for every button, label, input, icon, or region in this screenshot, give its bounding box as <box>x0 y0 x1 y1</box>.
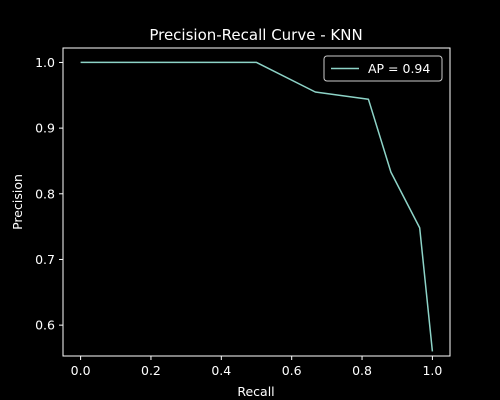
x-axis-ticks: 0.0 0.2 0.4 0.6 0.8 1.0 <box>71 356 442 378</box>
legend-label: AP = 0.94 <box>368 61 430 76</box>
x-tick-label: 0.2 <box>141 363 161 378</box>
pr-curve-line <box>80 61 434 352</box>
chart-title: Precision-Recall Curve - KNN <box>149 26 362 44</box>
y-axis-ticks: 0.6 0.7 0.8 0.9 1.0 <box>35 55 63 333</box>
legend: AP = 0.94 <box>323 55 443 82</box>
x-tick-label: 0.4 <box>211 363 231 378</box>
y-tick-label: 0.8 <box>35 186 55 201</box>
x-tick-label: 0.8 <box>352 363 372 378</box>
x-tick-label: 0.6 <box>282 363 302 378</box>
y-tick-label: 0.6 <box>35 318 55 333</box>
axes-frame <box>62 47 451 357</box>
y-tick-label: 1.0 <box>35 55 55 70</box>
y-tick-label: 0.7 <box>35 252 55 267</box>
y-tick-label: 0.9 <box>35 121 55 136</box>
x-axis-label: Recall <box>237 384 274 399</box>
plot-area <box>80 61 434 352</box>
legend-box <box>323 55 443 82</box>
y-axis-label: Precision <box>10 174 25 230</box>
x-tick-label: 0.0 <box>71 363 91 378</box>
x-tick-label: 1.0 <box>422 363 442 378</box>
